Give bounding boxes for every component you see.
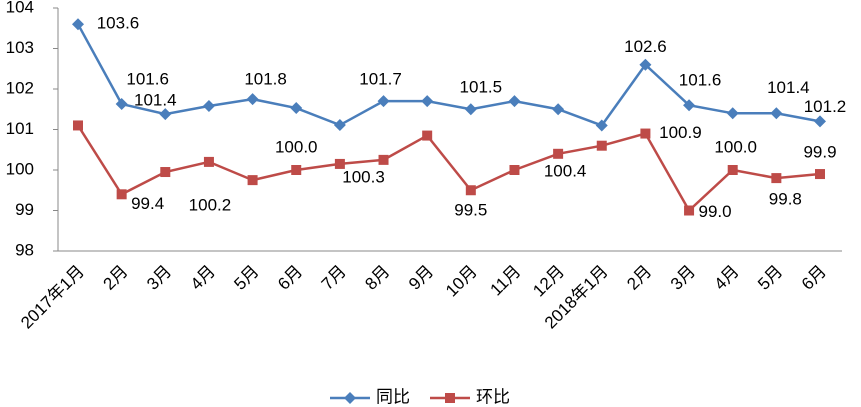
data-label: 99.9 (803, 143, 836, 162)
point (553, 148, 564, 159)
x-tick-label: 3月 (143, 262, 175, 294)
x-tick-label: 4月 (711, 262, 743, 294)
point (640, 128, 651, 139)
x-tick-label: 8月 (361, 262, 393, 294)
data-label: 102.6 (624, 37, 667, 56)
y-tick-label: 98 (15, 240, 34, 259)
point (814, 115, 826, 128)
point (247, 175, 258, 186)
x-tick-label: 11月 (487, 262, 525, 300)
point (771, 173, 782, 184)
point (422, 130, 433, 141)
point (291, 165, 302, 175)
data-label: 101.8 (244, 70, 287, 89)
y-tick-label: 104 (6, 0, 34, 16)
point (377, 95, 390, 108)
point (246, 93, 259, 106)
data-label: 101.4 (134, 91, 177, 110)
data-label: 100.0 (275, 137, 318, 156)
data-label: 100.9 (659, 123, 702, 142)
point (815, 169, 825, 180)
point (160, 167, 171, 178)
point (770, 107, 783, 120)
point (464, 103, 477, 116)
point (334, 158, 345, 169)
point (203, 156, 214, 167)
data-label: 100.2 (189, 195, 232, 214)
point (596, 140, 607, 151)
y-tick-label: 103 (6, 38, 34, 57)
point (72, 18, 84, 31)
legend-marker (445, 393, 455, 403)
data-label: 101.4 (767, 78, 810, 97)
data-label: 101.6 (126, 69, 169, 88)
point (378, 154, 389, 165)
x-tick-label: 12月 (529, 262, 568, 301)
x-tick-label: 5月 (230, 262, 262, 294)
point (116, 189, 127, 200)
point (159, 108, 172, 121)
series-line (76, 124, 821, 213)
data-label: 101.6 (679, 71, 722, 90)
data-label: 101.7 (359, 70, 402, 89)
x-tick-label: 2月 (99, 262, 131, 294)
data-label: 100.4 (544, 161, 587, 180)
x-tick-label: 2017年1月 (17, 262, 88, 333)
data-label: 99.8 (769, 190, 802, 209)
point (683, 99, 696, 112)
x-tick-label: 10月 (442, 262, 481, 301)
data-label: 99.5 (454, 201, 487, 220)
data-label: 101.2 (804, 97, 847, 116)
y-tick-label: 100 (6, 159, 34, 178)
x-tick-label: 3月 (667, 262, 699, 294)
x-tick-label: 6月 (274, 262, 306, 294)
x-tick-label: 2月 (623, 262, 655, 294)
x-tick-label: 5月 (754, 262, 786, 294)
point (639, 58, 652, 71)
point (465, 185, 476, 196)
point (726, 107, 739, 120)
data-label: 103.6 (97, 14, 140, 33)
point (73, 120, 83, 131)
x-tick-label: 4月 (187, 262, 219, 294)
y-tick-label: 102 (6, 78, 34, 97)
point (727, 165, 738, 175)
y-tick-label: 99 (15, 200, 34, 219)
point (115, 97, 128, 110)
point (684, 205, 695, 216)
point (595, 119, 608, 132)
data-label: 99.4 (131, 194, 164, 213)
point (333, 119, 346, 132)
y-tick-label: 101 (6, 119, 34, 138)
legend-label: 同比 (376, 387, 410, 406)
data-label: 100.0 (714, 137, 757, 156)
legend-marker (344, 392, 356, 404)
point (509, 165, 520, 175)
point (421, 95, 434, 108)
point (202, 100, 215, 113)
data-label: 100.3 (342, 167, 385, 186)
x-tick-label: 7月 (318, 262, 350, 294)
data-label: 101.5 (460, 78, 503, 97)
point (290, 102, 303, 115)
x-tick-label: 9月 (405, 262, 437, 294)
data-label: 99.0 (699, 202, 732, 221)
series-line (76, 23, 821, 127)
point (552, 103, 565, 116)
point (508, 95, 521, 108)
x-tick-label: 6月 (798, 262, 830, 294)
legend-label: 环比 (476, 387, 510, 406)
